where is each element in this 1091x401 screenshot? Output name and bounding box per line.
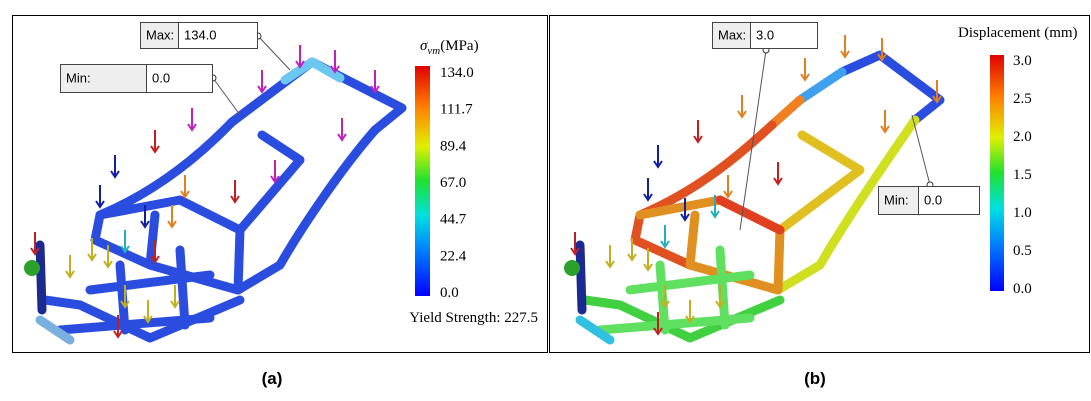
legend-tick-label: 3.0	[1013, 53, 1032, 69]
callout-label: Max:	[718, 27, 746, 42]
legend-tick-label: 111.7	[440, 102, 473, 118]
legend-tick-label: 134.0	[440, 65, 474, 81]
callout-label: Max:	[146, 27, 174, 42]
page: Max: 134.0 Min: 0.0 Max: 3.0 Min: 0.0 σv…	[0, 0, 1091, 401]
legend-title: Displacement (mm)	[958, 25, 1078, 41]
color-bar	[415, 66, 430, 296]
callout-value: 3.0	[756, 27, 774, 42]
legend-tick-label: 89.4	[440, 138, 467, 154]
legend-tick-label: 0.0	[440, 285, 459, 301]
legend-tick-label: 0.5	[1013, 243, 1032, 259]
caption: (b)	[804, 369, 826, 388]
legend-tick-label: 2.5	[1013, 91, 1032, 107]
callout-value: 0.0	[924, 192, 942, 207]
legend-tick-label: 67.0	[440, 175, 466, 191]
legend-tick-label: 0.0	[1013, 281, 1032, 297]
legend-tick-label: 1.5	[1013, 167, 1032, 183]
legend-tick-label: 44.7	[440, 212, 467, 228]
caption: (a)	[262, 369, 283, 388]
callout-value: 0.0	[152, 70, 170, 85]
callout-value: 134.0	[184, 27, 217, 42]
legend-tick-label: 2.0	[1013, 129, 1032, 145]
legend-subscript: vm	[427, 45, 440, 57]
legend-tick-label: 1.0	[1013, 205, 1032, 221]
figure: Max: 134.0 Min: 0.0 Max: 3.0 Min: 0.0 σv…	[0, 0, 1091, 401]
panel-frame	[550, 16, 1090, 353]
callout-label: Min:	[66, 70, 91, 85]
legend-tick-label: 22.4	[440, 248, 467, 264]
callout-label: Min:	[884, 192, 909, 207]
legend-unit: (MPa)	[440, 38, 478, 54]
yield-note: Yield Strength: 227.5	[409, 310, 538, 326]
color-bar	[990, 55, 1004, 291]
